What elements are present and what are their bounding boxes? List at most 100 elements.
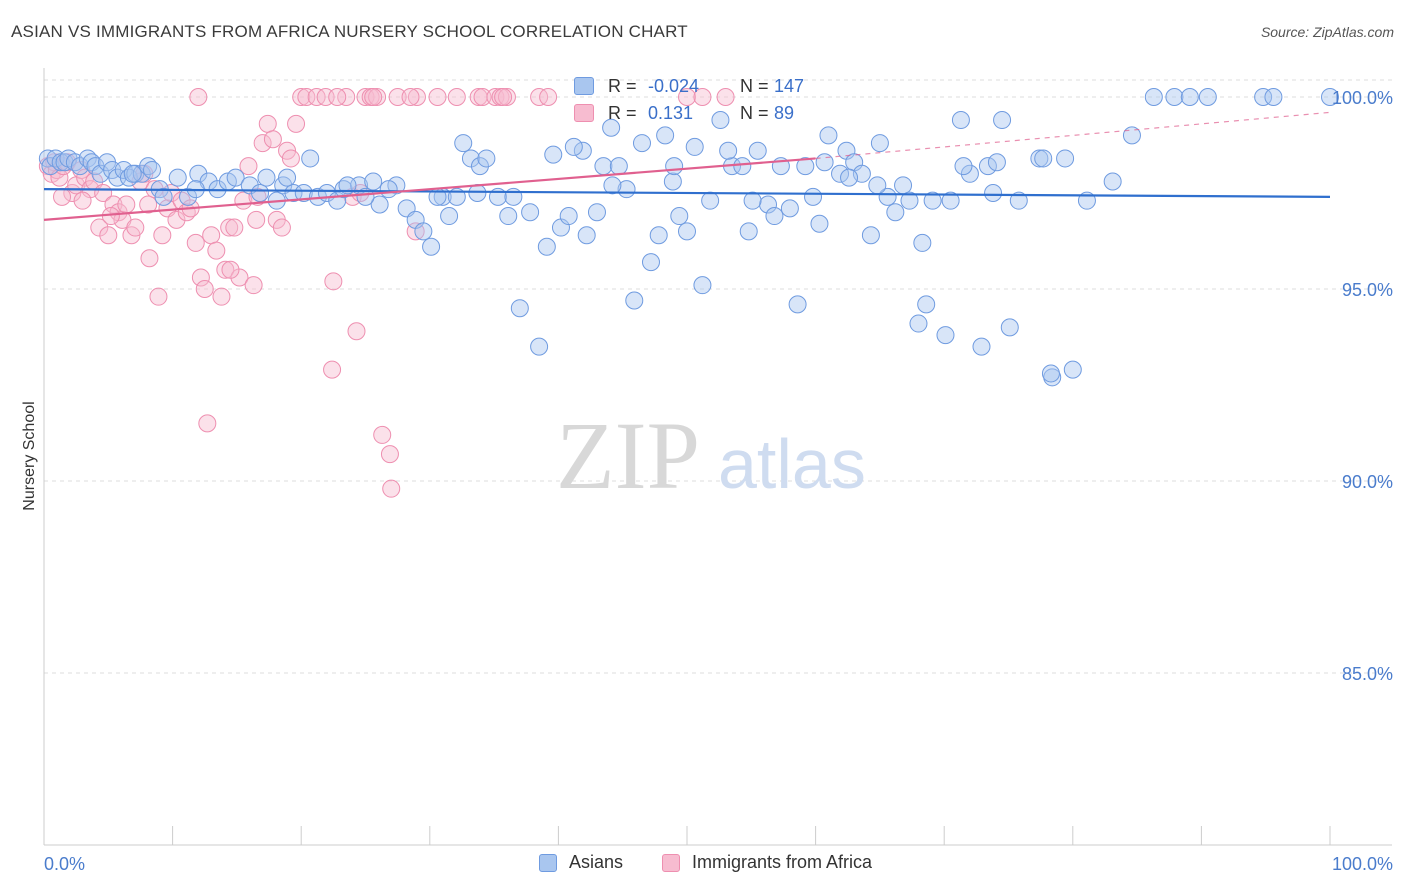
asian-point-92 <box>788 295 807 314</box>
africa-point-53 <box>272 218 291 237</box>
africa-point-63 <box>347 322 366 341</box>
source-note: Source: ZipAtlas.com <box>1260 24 1394 40</box>
watermark-atlas: atlas <box>718 425 866 503</box>
africa-point-44 <box>230 268 249 287</box>
asian-point-101 <box>861 226 880 245</box>
asian-point-108 <box>913 233 932 252</box>
asian-point-20 <box>143 160 162 179</box>
legend-label-africa: Immigrants from Africa <box>692 852 873 872</box>
asian-point-148 <box>743 191 762 210</box>
africa-point-62 <box>337 88 356 106</box>
asian-point-153 <box>954 157 973 176</box>
asian-point-47 <box>414 222 433 241</box>
africa-point-86 <box>407 88 426 106</box>
asian-point-52 <box>454 134 473 153</box>
asian-point-35 <box>284 184 303 202</box>
asian-point-138 <box>123 164 142 183</box>
asian-point-77 <box>663 172 682 191</box>
asian-point-109 <box>917 295 936 314</box>
africa-point-72 <box>428 88 447 106</box>
legend-item-africa[interactable]: Immigrants from Africa <box>662 852 872 873</box>
stats-row-africa: R = 0.131 N = 89 <box>572 100 794 126</box>
asian-point-80 <box>685 137 704 156</box>
asian-point-110 <box>923 191 942 210</box>
stats-row-asian: R = -0.024 N = 147 <box>572 73 804 99</box>
africa-point-41 <box>216 260 235 279</box>
asian-point-149 <box>719 141 738 160</box>
x-tick-label-0: 0.0% <box>44 854 85 874</box>
asian-point-62 <box>544 145 563 164</box>
africa-point-68 <box>373 425 392 444</box>
africa-point-37 <box>198 414 217 433</box>
africa-point-51 <box>263 130 282 149</box>
asian-point-85 <box>733 157 752 176</box>
africa-point-35 <box>191 268 210 287</box>
asian-point-102 <box>870 134 889 153</box>
africa-point-55 <box>281 149 300 168</box>
asian-point-59 <box>521 203 540 222</box>
africa-point-96 <box>247 210 266 229</box>
africa-point-36 <box>195 280 214 298</box>
africa-point-27 <box>153 226 172 245</box>
asian-point-24 <box>179 187 198 206</box>
asian-point-150 <box>815 153 834 172</box>
asian-point-121 <box>1030 149 1049 168</box>
africa-point-56 <box>287 114 306 133</box>
y-tick-label-0: 85.0% <box>1342 664 1393 684</box>
asian-point-87 <box>748 141 767 160</box>
africa-point-42 <box>220 218 239 237</box>
y-tick-label-3: 100.0% <box>1332 88 1393 108</box>
trend-line-asian <box>43 188 1331 198</box>
asian-point-133 <box>1198 88 1217 106</box>
chart-title: ASIAN VS IMMIGRANTS FROM AFRICA NURSERY … <box>11 22 688 41</box>
bottom-legend: Asians Immigrants from Africa <box>0 852 1406 878</box>
africa-point-82 <box>678 88 696 106</box>
stats-legend: R = -0.024 N = 147 R = 0.131 N = 89 <box>572 71 838 129</box>
legend-item-asians[interactable]: Asians <box>539 852 623 873</box>
africa-point-70 <box>388 88 407 106</box>
legend-label-asians: Asians <box>569 852 624 872</box>
asian-point-122 <box>1034 149 1053 168</box>
africa-point-80 <box>530 88 549 106</box>
trend-line-africa-extension <box>815 111 1331 160</box>
asian-point-68 <box>594 157 613 176</box>
africa-point-90 <box>140 249 159 268</box>
africa-point-81 <box>539 88 558 106</box>
africa-point-21 <box>126 218 145 237</box>
africa-point-40 <box>212 287 231 306</box>
asian-point-58 <box>510 299 529 318</box>
asian-point-116 <box>978 157 997 176</box>
africa-point-38 <box>202 226 221 245</box>
asian-point-114 <box>960 164 979 183</box>
asian-point-64 <box>559 207 578 226</box>
asian-point-118 <box>993 111 1012 130</box>
asian-point-146 <box>603 176 622 195</box>
asian-point-11 <box>91 164 110 183</box>
africa-point-97 <box>221 260 240 279</box>
asian-point-29 <box>226 168 245 187</box>
asian-n-value: 147 <box>774 75 805 96</box>
asian-point-67 <box>587 203 606 222</box>
series-africa-points <box>38 88 735 498</box>
watermark: ZIP atlas <box>556 402 866 509</box>
legend-swatch-asians <box>539 853 557 872</box>
asian-point-131 <box>1165 88 1184 106</box>
legend-swatch-africa <box>662 853 680 872</box>
asian-point-73 <box>632 134 651 153</box>
africa-point-59 <box>307 88 326 106</box>
y-tick-label-1: 90.0% <box>1342 472 1393 492</box>
asian-point-97 <box>831 164 850 183</box>
series-asian-points <box>38 88 1339 387</box>
asian-point-78 <box>670 207 689 226</box>
asian-point-82 <box>701 191 720 210</box>
watermark-zip: ZIP <box>556 402 700 509</box>
asian-point-36 <box>294 184 313 202</box>
asian-point-128 <box>1103 172 1122 191</box>
grid <box>44 79 1392 674</box>
asian-point-111 <box>936 326 955 345</box>
africa-point-92 <box>324 272 343 291</box>
africa-point-15 <box>99 226 118 245</box>
africa-point-89 <box>189 88 208 106</box>
asian-point-124 <box>1056 149 1075 168</box>
